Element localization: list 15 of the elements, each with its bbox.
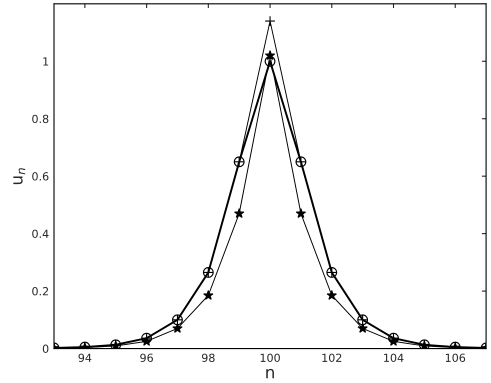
y-tick-label: 0.4 [32, 230, 49, 238]
x-tick-label: 94 [78, 354, 92, 362]
x-tick-label: 100 [260, 354, 280, 362]
x-tick-label: 96 [140, 354, 153, 362]
x-axis-title: n [266, 368, 274, 378]
y-axis-title: u$_{n}$ [13, 168, 26, 184]
y-tick-label: 1 [43, 57, 48, 66]
y-tick-label: 0.6 [32, 172, 48, 181]
x-tick-label: 98 [202, 354, 215, 362]
x-tick-label: 102 [322, 354, 342, 362]
x-tick-label: 104 [384, 354, 404, 362]
y-tick-label: 0.8 [32, 114, 48, 124]
y-tick-label: 0.2 [32, 287, 48, 296]
y-tick-label: 0 [42, 344, 48, 353]
x-tick-label: 106 [446, 354, 466, 362]
